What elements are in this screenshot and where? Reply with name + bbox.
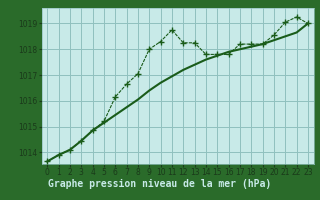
Text: Graphe pression niveau de la mer (hPa): Graphe pression niveau de la mer (hPa): [48, 179, 272, 189]
